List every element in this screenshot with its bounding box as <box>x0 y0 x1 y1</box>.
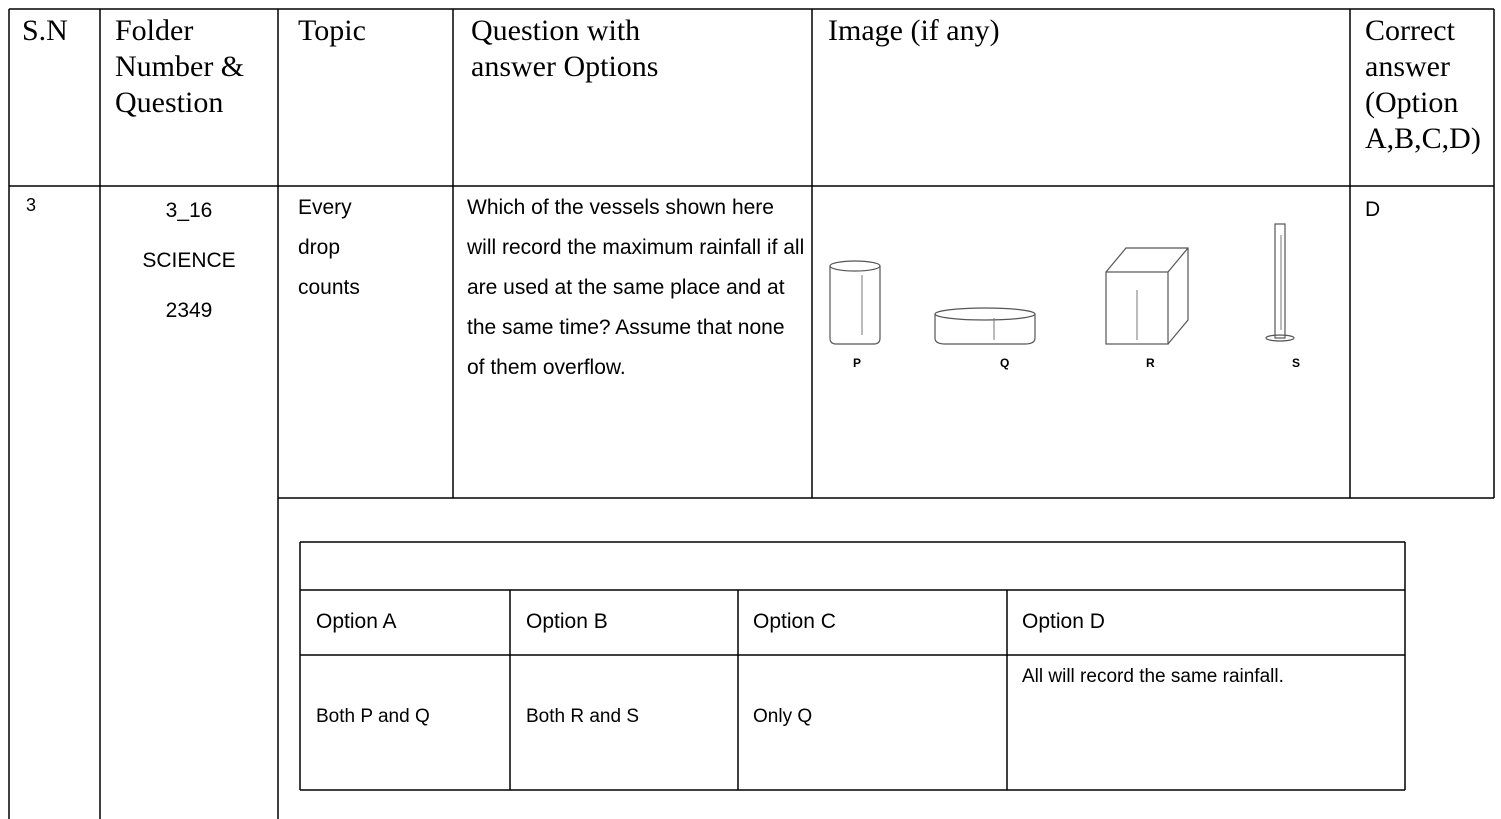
option-header: Option C <box>753 610 836 633</box>
folder-line: SCIENCE <box>142 249 236 272</box>
vessel-illustration <box>829 223 1295 345</box>
header-cell: Correct answer (Option A,B,C,D) <box>1365 14 1481 155</box>
option-header: Option A <box>316 610 397 633</box>
image-label: Q <box>1000 356 1010 370</box>
serial-number: 3 <box>26 195 37 215</box>
question-text: Which of the vessels shown here will rec… <box>467 196 805 379</box>
option-value: Both R and S <box>526 706 640 727</box>
header-cell: Image (if any) <box>828 14 1000 47</box>
folder-line: 2349 <box>165 299 213 322</box>
option-header: Option D <box>1022 610 1105 633</box>
image-label: S <box>1292 356 1301 370</box>
image-label: P <box>853 356 862 370</box>
topic: Every drop counts <box>298 196 360 299</box>
header-cell: Question with answer Options <box>471 14 659 83</box>
header-cell: Folder Number & Question <box>115 14 245 119</box>
option-value: Both P and Q <box>316 706 430 727</box>
image-label: R <box>1146 356 1155 370</box>
correct-answer: D <box>1365 198 1381 221</box>
option-value: All will record the same rainfall. <box>1022 666 1284 687</box>
option-header: Option B <box>526 610 608 633</box>
header-cell: Topic <box>298 14 366 47</box>
folder-line: 3_16 <box>165 199 213 222</box>
header-cell: S.N <box>22 14 68 47</box>
option-value: Only Q <box>753 706 813 727</box>
